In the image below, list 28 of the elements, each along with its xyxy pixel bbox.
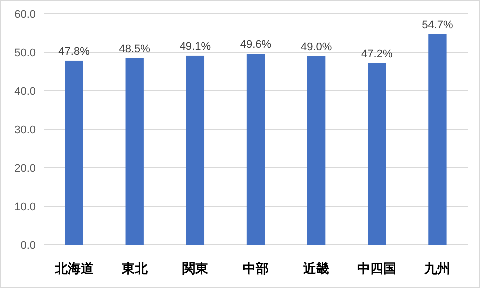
y-tick-label: 0.0 bbox=[20, 240, 36, 252]
bar bbox=[65, 60, 84, 245]
bar bbox=[246, 54, 266, 245]
data-label: 48.5% bbox=[119, 43, 151, 56]
y-tick-label: 30.0 bbox=[14, 124, 36, 136]
y-tick-label: 60.0 bbox=[14, 9, 36, 21]
data-label: 47.2% bbox=[362, 48, 393, 60]
y-tick-label: 50.0 bbox=[14, 48, 36, 60]
data-label: 49.1% bbox=[180, 40, 212, 53]
bar bbox=[126, 58, 144, 245]
bar bbox=[368, 63, 386, 245]
data-label: 54.7% bbox=[422, 19, 454, 32]
x-tick-label: 東北 bbox=[120, 262, 149, 277]
x-tick-label: 中四国 bbox=[358, 262, 397, 277]
bar bbox=[428, 34, 447, 245]
data-label: 49.6% bbox=[240, 39, 272, 52]
x-tick-label: 中部 bbox=[243, 261, 269, 277]
y-tick-label: 10.0 bbox=[14, 202, 36, 214]
x-tick-label: 九州 bbox=[424, 262, 451, 277]
x-tick-label: 北海道 bbox=[54, 262, 95, 277]
y-tick-label: 20.0 bbox=[14, 163, 36, 175]
x-tick-label: 近畿 bbox=[302, 261, 330, 277]
bar bbox=[186, 56, 205, 245]
x-tick-label: 関東 bbox=[182, 262, 210, 277]
y-tick-label: 40.0 bbox=[14, 86, 36, 98]
data-label: 47.8% bbox=[58, 46, 90, 58]
bar bbox=[307, 56, 326, 245]
data-label: 49.0% bbox=[300, 41, 332, 54]
